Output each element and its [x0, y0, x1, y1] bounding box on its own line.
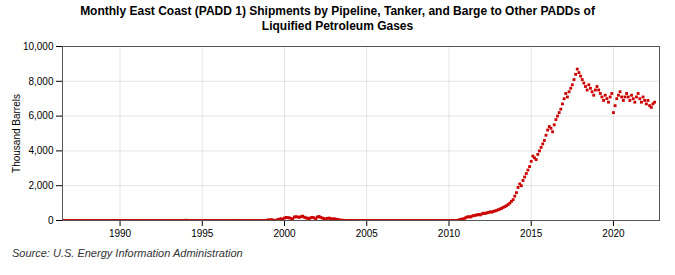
svg-text:Thousand Barrels: Thousand Barrels [11, 94, 22, 173]
svg-text:2015: 2015 [520, 228, 543, 239]
html-text:Source: U.S. Energy Informatio: Source: U.S. Energy Information Administ… [12, 247, 243, 259]
svg-text:2020: 2020 [602, 228, 625, 239]
svg-text:2005: 2005 [356, 228, 379, 239]
svg-text:2,000: 2,000 [28, 180, 53, 191]
svg-text:1990: 1990 [109, 228, 132, 239]
svg-text:2000: 2000 [273, 228, 296, 239]
svg-text:0: 0 [48, 215, 54, 226]
svg-text:2010: 2010 [438, 228, 461, 239]
svg-text:6,000: 6,000 [28, 110, 53, 121]
svg-text:10,000: 10,000 [23, 41, 54, 52]
svg-text:1995: 1995 [191, 228, 214, 239]
svg-text:8,000: 8,000 [28, 76, 53, 87]
html-text:Monthly East Coast (PADD 1) Sh: Monthly East Coast (PADD 1) Shipments by… [80, 4, 595, 33]
svg-text:4,000: 4,000 [28, 145, 53, 156]
